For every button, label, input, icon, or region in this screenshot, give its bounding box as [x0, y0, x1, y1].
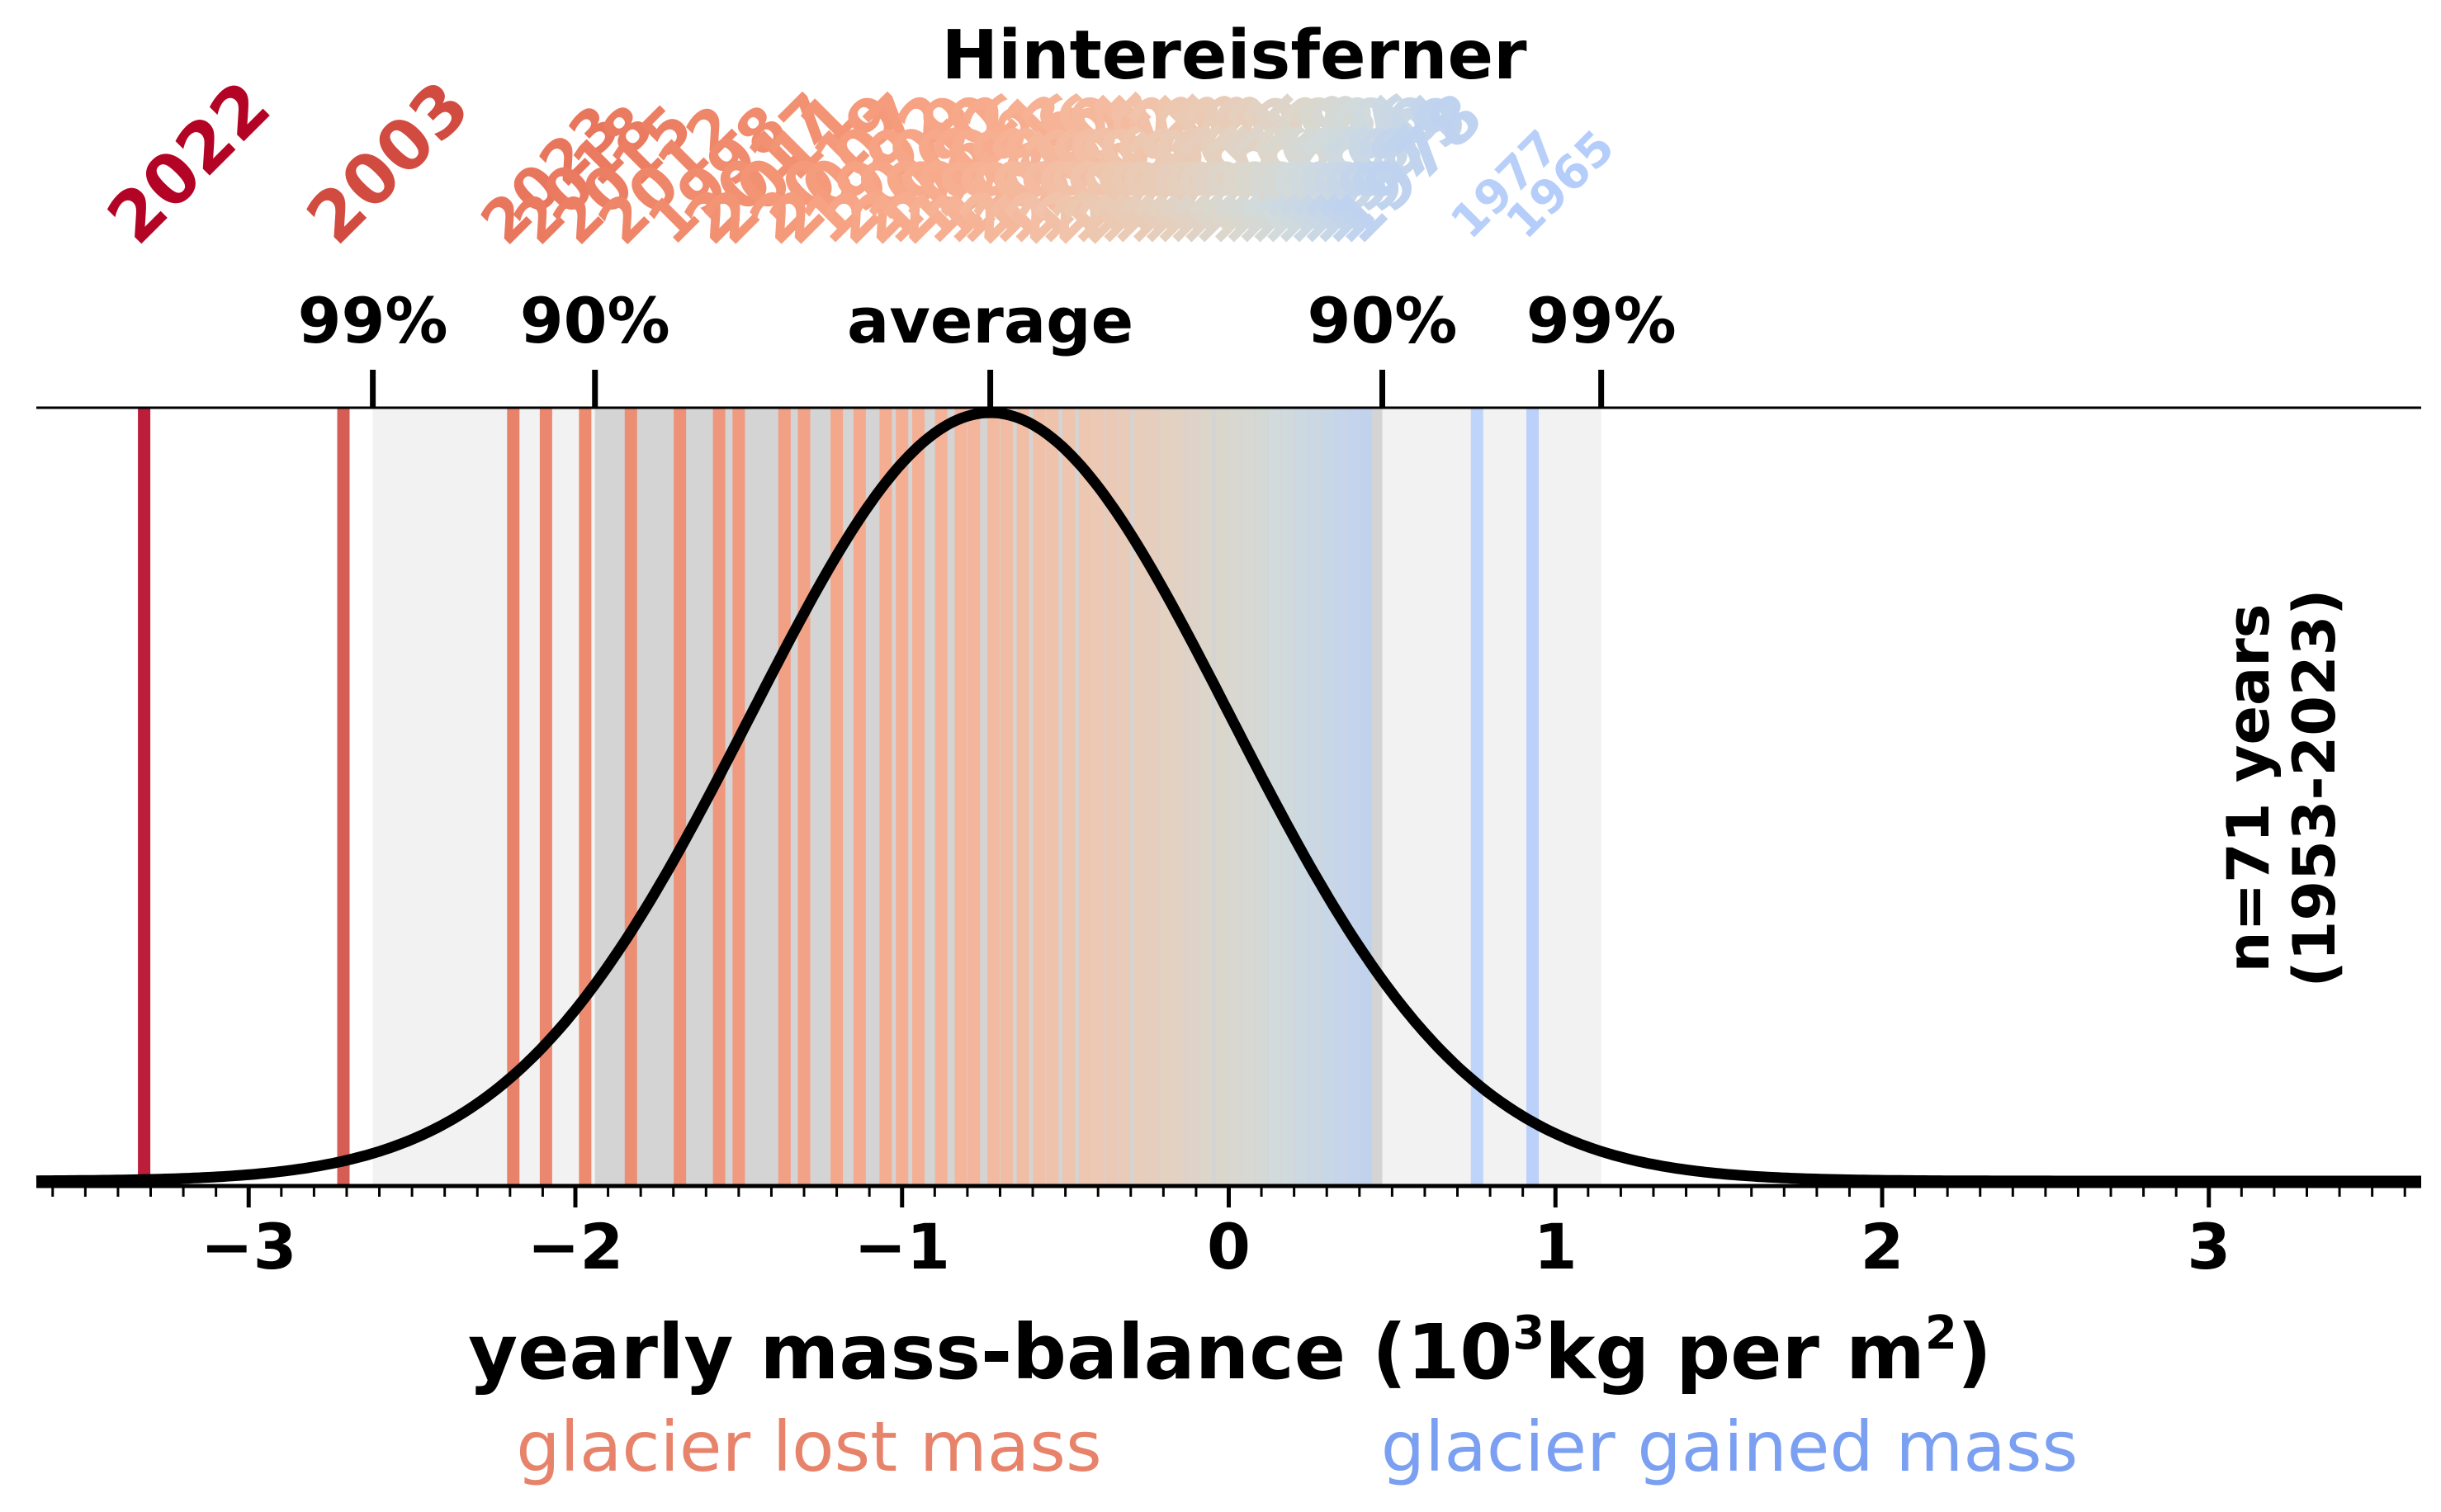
- percentile-bands: [372, 408, 1601, 1186]
- marker-label: 99%: [1526, 284, 1677, 357]
- x-tick-label: 2: [1861, 1210, 1904, 1283]
- marker-label: 90%: [1308, 284, 1458, 357]
- x-tick-label: −1: [854, 1210, 950, 1283]
- percentile-markers: 99% 90% average 90% 99%: [298, 284, 1677, 408]
- year-lines: [138, 408, 1540, 1186]
- year-label: 2022: [92, 66, 286, 260]
- x-major-ticks: −3 −2 −1 0 1 2 3: [201, 1186, 2230, 1283]
- x-tick-label: 0: [1207, 1210, 1251, 1283]
- marker-label: average: [847, 284, 1133, 357]
- year-label: 2003: [291, 66, 485, 260]
- x-tick-label: −2: [527, 1210, 624, 1283]
- normal-distribution-curve: [35, 407, 2422, 1187]
- x-tick-label: 1: [1534, 1210, 1578, 1283]
- x-tick-label: 3: [2187, 1210, 2230, 1283]
- year-labels: 2022 200320232018201520121998201720112019…: [92, 66, 1625, 260]
- sample-size-line1: n=71 years: [2215, 604, 2283, 973]
- marker-label: 90%: [520, 284, 670, 357]
- x-tick-label: −3: [201, 1210, 297, 1283]
- legend-glacier-lost-mass: glacier lost mass: [516, 1406, 1102, 1487]
- sample-size-label: n=71 years (1953-2023): [2215, 589, 2349, 988]
- x-axis-label: yearly mass-balance (103kg per m2): [468, 1306, 1992, 1396]
- chart-title: Hintereisferner: [941, 17, 1527, 95]
- sample-size-line2: (1953-2023): [2281, 589, 2349, 988]
- x-minor-ticks: [51, 1186, 2406, 1197]
- band-light: [372, 408, 1601, 1186]
- marker-label: 99%: [298, 284, 448, 357]
- legend-glacier-gained-mass: glacier gained mass: [1381, 1406, 2078, 1487]
